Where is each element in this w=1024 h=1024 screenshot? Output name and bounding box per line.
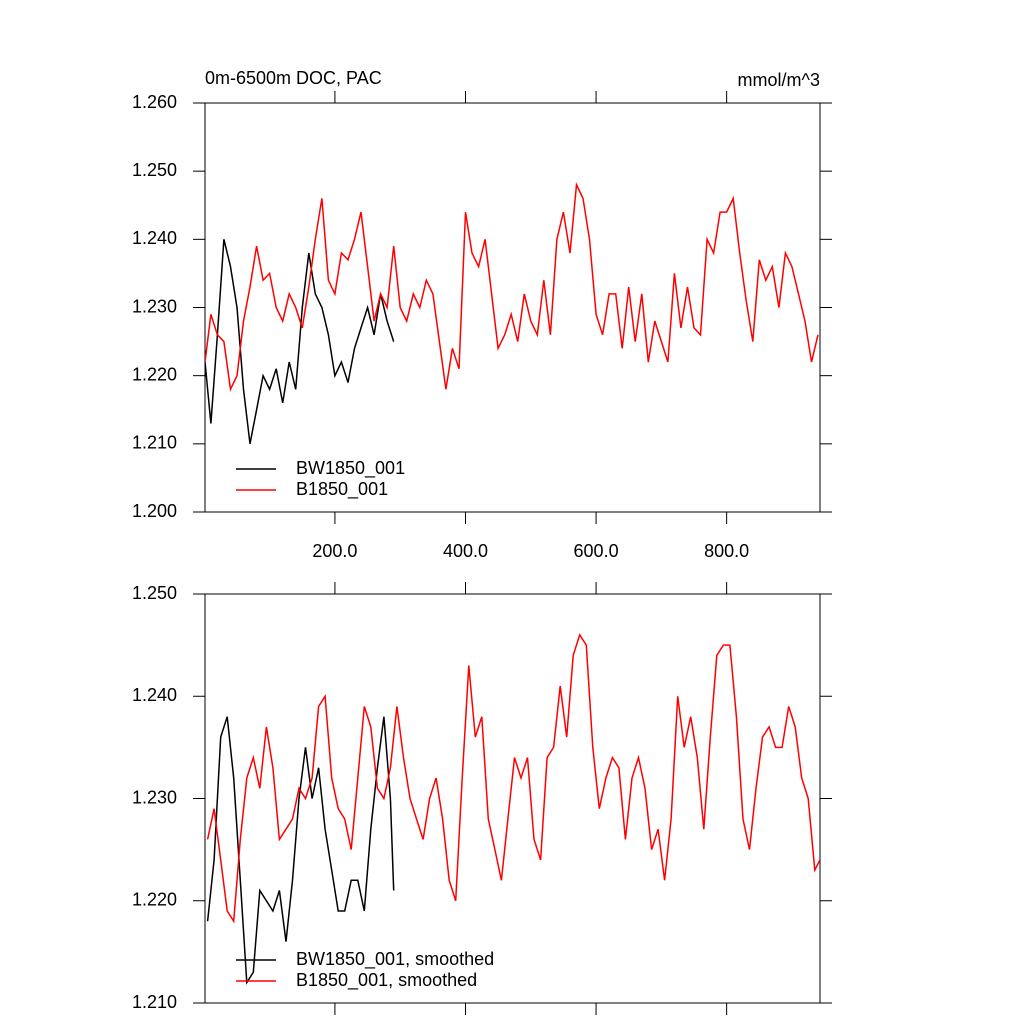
units-label: mmol/m^3 bbox=[738, 70, 820, 90]
y-tick-label: 1.220 bbox=[132, 364, 177, 384]
legend-label: BW1850_001, smoothed bbox=[296, 949, 494, 970]
y-tick-label: 1.240 bbox=[132, 685, 177, 705]
chart-title: 0m-6500m DOC, PAC bbox=[205, 68, 382, 88]
y-tick-label: 1.240 bbox=[132, 228, 177, 248]
y-tick-label: 1.250 bbox=[132, 160, 177, 180]
x-tick-label: 200.0 bbox=[312, 541, 357, 561]
y-tick-label: 1.260 bbox=[132, 92, 177, 112]
y-tick-label: 1.220 bbox=[132, 890, 177, 910]
series-line bbox=[205, 239, 395, 444]
series-line bbox=[206, 716, 395, 985]
y-tick-label: 1.200 bbox=[132, 501, 177, 521]
y-tick-label: 1.210 bbox=[132, 992, 177, 1012]
y-tick-label: 1.230 bbox=[132, 296, 177, 316]
y-tick-label: 1.230 bbox=[132, 787, 177, 807]
legend-label: B1850_001 bbox=[296, 479, 388, 500]
series-line bbox=[205, 182, 819, 392]
y-tick-label: 1.210 bbox=[132, 433, 177, 453]
x-tick-label: 600.0 bbox=[574, 541, 619, 561]
x-tick-label: 400.0 bbox=[443, 541, 488, 561]
legend-label: B1850_001, smoothed bbox=[296, 970, 477, 991]
y-tick-label: 1.250 bbox=[132, 583, 177, 603]
legend-label: BW1850_001 bbox=[296, 458, 405, 479]
x-tick-label: 800.0 bbox=[704, 541, 749, 561]
plot-frame bbox=[204, 102, 821, 513]
series-line bbox=[206, 633, 820, 924]
